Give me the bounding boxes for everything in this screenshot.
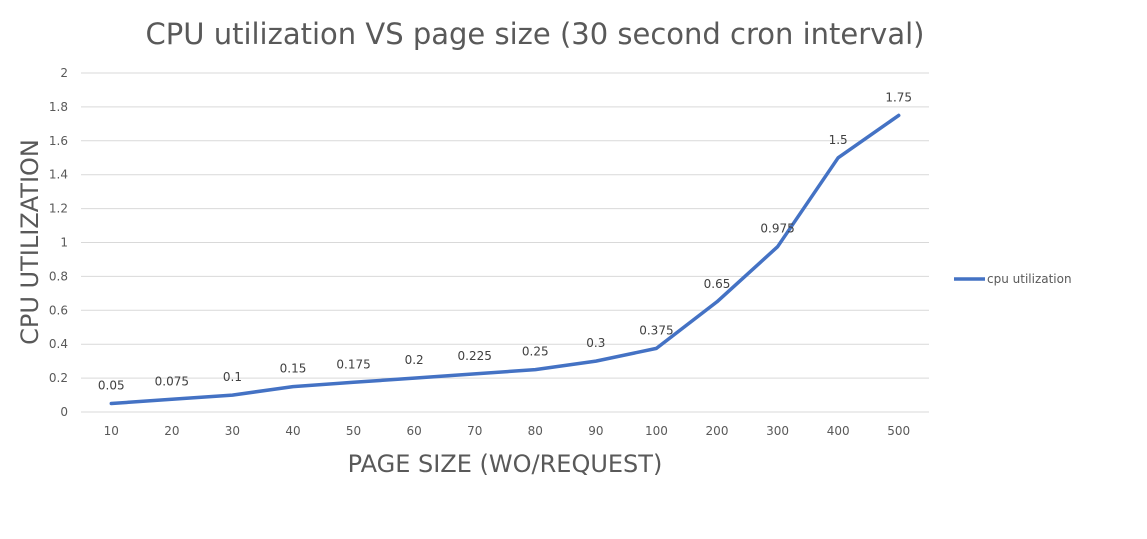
data-label: 0.975 [760, 222, 794, 236]
x-tick-label: 200 [706, 424, 729, 438]
legend: cpu utilization [954, 272, 1072, 286]
x-tick-label: 100 [645, 424, 668, 438]
y-tick-label: 1.8 [49, 100, 68, 114]
data-label: 1.75 [885, 90, 912, 104]
x-tick-label: 80 [528, 424, 543, 438]
x-tick-label: 500 [887, 424, 910, 438]
data-label: 0.375 [639, 323, 673, 337]
x-tick-label: 30 [225, 424, 240, 438]
x-tick-label: 70 [467, 424, 482, 438]
y-tick-label: 0.6 [49, 303, 68, 317]
x-tick-label: 300 [766, 424, 789, 438]
y-tick-label: 2 [60, 66, 68, 80]
y-tick-label: 0.4 [49, 337, 68, 351]
x-axis-title: PAGE SIZE (WO/REQUEST) [348, 450, 663, 478]
y-tick-label: 0 [60, 405, 68, 419]
legend-label: cpu utilization [987, 272, 1072, 286]
data-label: 0.075 [155, 374, 189, 388]
x-tick-label: 10 [104, 424, 119, 438]
data-label: 0.225 [458, 349, 492, 363]
x-tick-label: 90 [588, 424, 603, 438]
y-axis-title: CPU UTILIZATION [16, 139, 44, 345]
y-axis-ticks: 0 0.2 0.4 0.6 0.8 1 1.2 1.4 1.6 1.8 2 [49, 66, 68, 419]
data-label: 0.1 [223, 370, 242, 384]
data-label: 0.05 [98, 379, 125, 393]
x-tick-label: 60 [407, 424, 422, 438]
y-tick-label: 0.8 [49, 269, 68, 283]
data-label: 0.15 [280, 362, 307, 376]
data-label: 1.5 [829, 133, 848, 147]
data-labels: 0.05 0.075 0.1 0.15 0.175 0.2 0.225 0.25 0.3 0.37… [98, 90, 912, 392]
series-line-cpu-utilization [109, 113, 901, 406]
data-label: 0.175 [336, 357, 370, 371]
x-tick-label: 400 [827, 424, 850, 438]
gridlines [81, 72, 929, 413]
y-tick-label: 0.2 [49, 371, 68, 385]
data-label: 0.65 [704, 277, 731, 291]
y-tick-label: 1.6 [49, 134, 68, 148]
data-label: 0.25 [522, 345, 549, 359]
x-axis-ticks: 10 20 30 40 50 60 70 80 90 100 200 300 400 500 [104, 424, 911, 438]
y-tick-label: 1.4 [49, 168, 68, 182]
x-tick-label: 40 [285, 424, 300, 438]
chart-title: CPU utilization VS page size (30 second … [146, 17, 925, 51]
y-tick-label: 1 [60, 236, 68, 250]
y-tick-label: 1.2 [49, 202, 68, 216]
data-label: 0.3 [586, 336, 605, 350]
data-label: 0.2 [405, 353, 424, 367]
x-tick-label: 50 [346, 424, 361, 438]
x-tick-label: 20 [164, 424, 179, 438]
